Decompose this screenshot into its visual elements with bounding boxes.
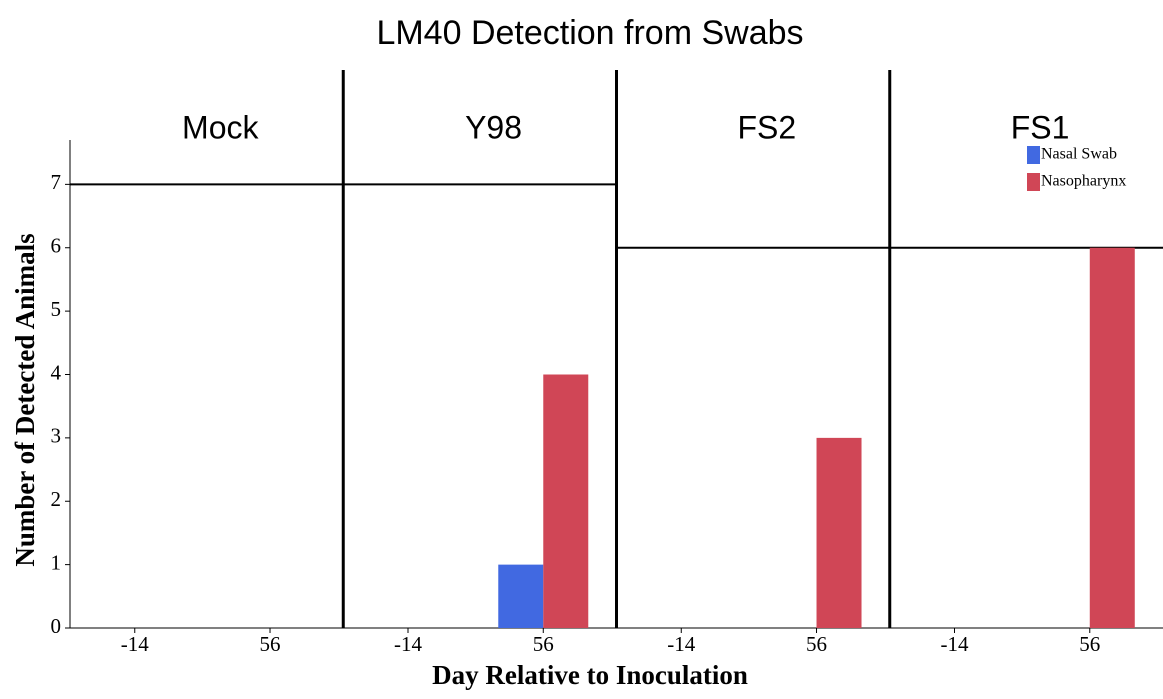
x-axis-label: Day Relative to Inoculation	[432, 660, 748, 690]
y-axis-label: Number of Detected Animals	[10, 233, 40, 566]
y-tick-label: 2	[51, 487, 62, 511]
panel-label: FS1	[1011, 109, 1070, 145]
x-tick-label: -14	[667, 632, 695, 656]
y-tick-label: 3	[51, 424, 62, 448]
chart-title: LM40 Detection from Swabs	[376, 14, 803, 52]
bar	[816, 437, 862, 628]
panel-label: FS2	[737, 109, 796, 145]
y-tick-label: 6	[51, 234, 62, 258]
panel-label: Mock	[182, 109, 259, 145]
x-tick-label: -14	[394, 632, 422, 656]
x-tick-label: 56	[1079, 632, 1100, 656]
x-tick-label: -14	[941, 632, 969, 656]
legend-swatch	[1027, 146, 1040, 164]
legend-label: Nasopharynx	[1041, 173, 1126, 190]
y-tick-label: 1	[51, 550, 62, 574]
x-tick-label: -14	[121, 632, 149, 656]
y-tick-label: 4	[51, 360, 62, 384]
bar	[498, 564, 544, 628]
x-tick-label: 56	[260, 632, 281, 656]
bar	[1089, 247, 1135, 628]
y-tick-label: 5	[51, 297, 62, 321]
bar	[543, 374, 589, 628]
x-tick-label: 56	[806, 632, 827, 656]
y-tick-label: 7	[51, 170, 62, 194]
y-tick-label: 0	[51, 614, 62, 638]
legend-swatch	[1027, 173, 1040, 191]
x-tick-label: 56	[533, 632, 554, 656]
legend-label: Nasal Swab	[1041, 146, 1117, 163]
panel-label: Y98	[465, 109, 522, 145]
